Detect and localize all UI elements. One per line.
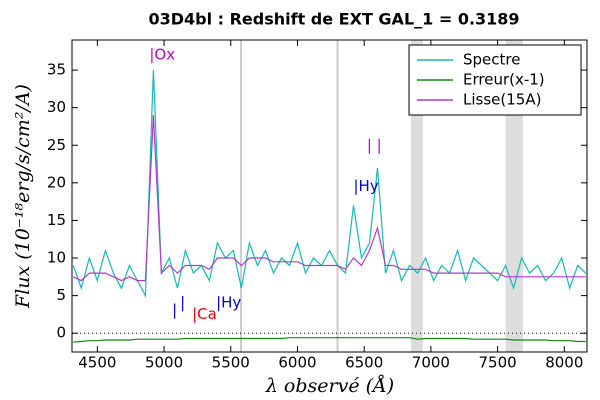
y-axis-label: Flux (10⁻¹⁸erg/s/cm²/A)	[12, 84, 34, 309]
x-tick-label: 8000	[545, 354, 583, 372]
x-tick-label: 7000	[412, 354, 450, 372]
annotation: | |	[367, 136, 382, 154]
x-tick-label: 4500	[78, 354, 116, 372]
x-tick-label: 6500	[345, 354, 383, 372]
shaded-region	[410, 40, 423, 352]
y-tick-label: 35	[47, 61, 66, 79]
annotation: |Hy	[354, 177, 379, 195]
annotation: |Hy	[216, 294, 241, 312]
series-line	[73, 115, 586, 282]
series-line	[73, 337, 586, 343]
y-tick-label: 20	[47, 173, 66, 191]
legend-label: Lisse(15A)	[463, 91, 541, 109]
legend-label: Erreur(x-1)	[463, 71, 545, 89]
annotation: |	[180, 294, 185, 312]
series-line	[72, 70, 587, 298]
chart-title: 03D4bl : Redshift de EXT GAL_1 = 0.3189	[148, 10, 519, 29]
plot-frame	[71, 39, 588, 353]
x-tick-label: 5500	[212, 354, 250, 372]
y-tick-label: 0	[56, 324, 66, 342]
legend-label: Spectre	[463, 51, 520, 69]
y-tick-label: 25	[47, 136, 66, 154]
x-tick-label: 6000	[278, 354, 316, 372]
annotation: |	[172, 301, 177, 319]
x-axis-label: λ observé (Å)	[265, 375, 394, 397]
y-tick-label: 10	[47, 249, 66, 267]
x-tick-label: 5000	[145, 354, 183, 372]
annotation: |Ca	[192, 305, 217, 323]
shaded-region	[505, 40, 523, 352]
annotation: |Ox	[149, 46, 175, 64]
y-tick-label: 15	[47, 211, 66, 229]
y-tick-label: 5	[56, 286, 66, 304]
y-tick-label: 30	[47, 98, 66, 116]
x-tick-label: 7500	[479, 354, 517, 372]
